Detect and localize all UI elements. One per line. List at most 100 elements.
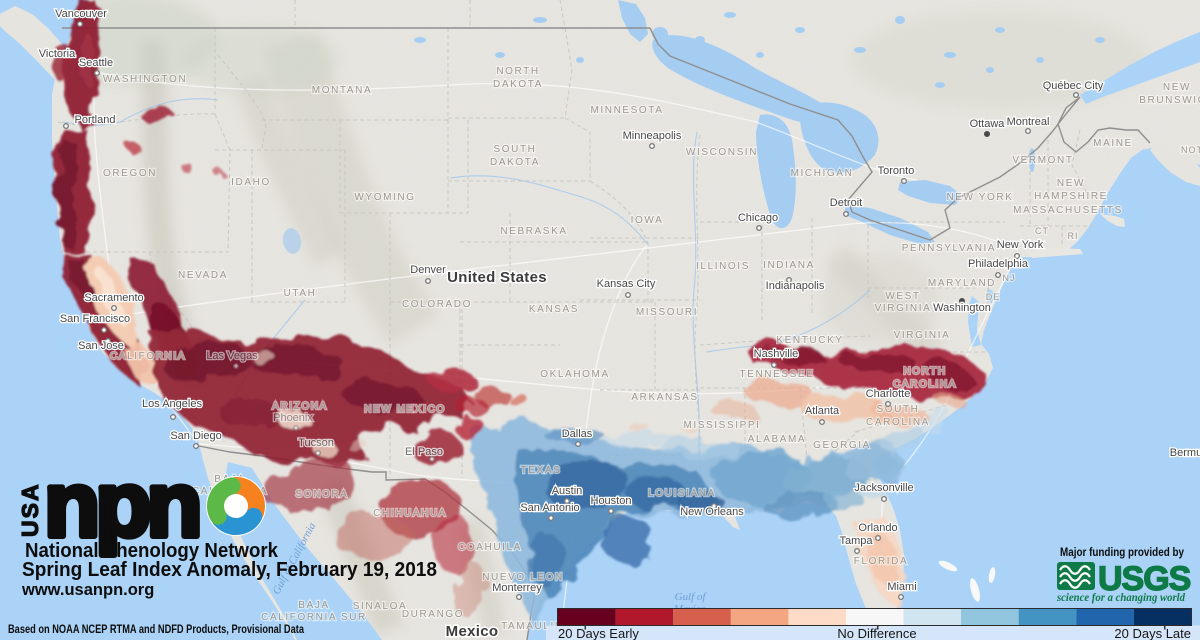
state-label: HAMPSHIRE — [1034, 191, 1108, 202]
state-label: GEORGIA — [813, 440, 871, 451]
city-label: Monterrey — [492, 582, 542, 594]
city-dot — [1014, 252, 1021, 259]
city-label: Vancouver — [55, 8, 107, 20]
city-label: Québec City — [1043, 80, 1104, 92]
state-label: NEVADA — [178, 270, 228, 281]
city: San Antonio — [519, 501, 581, 522]
city-dot — [756, 224, 763, 231]
city-label: Sacramento — [84, 292, 143, 304]
state-label: RI — [1068, 231, 1079, 241]
city-label: Toronto — [878, 165, 915, 177]
city-label: Minneapolis — [623, 130, 682, 142]
city-dot — [898, 594, 905, 601]
water-label: Gulf of — [675, 591, 708, 603]
city-label: Seattle — [79, 57, 113, 69]
state-label: INDIANA — [763, 260, 815, 271]
city-dot — [901, 177, 908, 184]
city: Bermu — [1168, 446, 1200, 461]
city: Washington — [932, 298, 992, 315]
city-dot — [854, 548, 861, 555]
state-label: ALABAMA — [748, 434, 806, 445]
city-label: San Antonio — [520, 502, 579, 514]
city-dot — [564, 498, 571, 505]
usgs-funding-block: Major funding provided by USGS science f… — [1056, 547, 1192, 604]
nova-scotia — [1150, 142, 1200, 186]
country-label: United States — [447, 269, 547, 286]
legend-center-label: No Difference — [837, 626, 916, 640]
city-dot — [232, 363, 239, 370]
state-label: MASSACHUSETTS — [1013, 205, 1123, 216]
city: Ottawa — [968, 117, 1007, 137]
state-label: VERMONT — [1012, 155, 1073, 166]
city-dot — [625, 292, 632, 299]
state-label: WISCONSIN — [686, 147, 758, 158]
state-label: MICHIGAN — [791, 168, 854, 179]
city: San Jose — [77, 338, 125, 353]
legend-label-strip — [546, 625, 1200, 640]
city-label: Los Angeles — [142, 398, 202, 410]
state-label: BRUNSWICK — [1139, 95, 1200, 106]
city-dot — [516, 594, 523, 601]
npn-brand-block: USA npn National Phenology Network Sprin… — [8, 451, 437, 636]
city-dot — [885, 401, 892, 408]
city: Indianapolis — [764, 277, 826, 293]
city: Montreal — [1005, 115, 1051, 134]
state-label: ARKANSAS — [631, 392, 698, 403]
city-dot — [104, 338, 111, 345]
city-label: Denver — [410, 264, 446, 276]
state-label: LOUISIANA — [648, 488, 716, 499]
city: Las Vegas — [205, 349, 259, 370]
long-island — [1028, 248, 1083, 258]
state-label: NUEVO LEON — [482, 572, 564, 583]
city-label: Phoenix — [273, 412, 313, 424]
state-label: SOUTH — [494, 144, 537, 155]
city: Dallas — [560, 427, 594, 448]
city-dot — [293, 425, 300, 432]
city: San Francisco — [59, 312, 131, 334]
state-label: COAHUILA — [458, 542, 522, 553]
city-label: Philadelphia — [968, 258, 1029, 270]
state-label: ARIZONA — [272, 401, 328, 412]
state-label: MISSOURI — [636, 307, 698, 318]
city-dot — [575, 441, 582, 448]
state-label: NEW — [1163, 82, 1191, 93]
legend-swatch — [615, 609, 674, 625]
legend-swatch — [1133, 609, 1192, 625]
state-label: CAROLINA — [893, 379, 957, 390]
state-label: VIRGINIA — [875, 303, 932, 314]
funding-heading: Major funding provided by — [1060, 547, 1185, 559]
city-dot — [771, 362, 778, 369]
legend-color-ramp — [558, 609, 1192, 625]
city: Tampa — [838, 534, 875, 555]
country-label: Mexico — [446, 623, 499, 640]
city: Orlando — [857, 521, 899, 542]
city-dot — [819, 419, 826, 426]
npn-website-link[interactable]: www.usanpn.org — [21, 581, 154, 599]
city: Chicago — [737, 211, 779, 231]
city: Nashville — [752, 347, 800, 369]
state-label: IOWA — [631, 215, 664, 226]
city: Austin — [550, 484, 584, 505]
city-label: Victoria — [39, 48, 76, 60]
state-label: CALIFORNIA SUR — [261, 612, 367, 623]
city: Québec City — [1041, 79, 1105, 98]
city-label: San Francisco — [60, 313, 130, 325]
city-dot — [1072, 91, 1079, 98]
city-dot — [76, 21, 83, 28]
city-label: Dallas — [562, 428, 593, 440]
city-label: San Diego — [170, 430, 221, 442]
legend-swatch — [673, 609, 731, 625]
city-label: Ottawa — [970, 118, 1006, 130]
city: Tucson — [297, 436, 335, 457]
state-label: MARYLAND — [928, 278, 996, 289]
city-dot — [711, 503, 718, 510]
country-labels-layer: United States Mexico — [444, 268, 548, 640]
city-label: Indianapolis — [766, 280, 825, 292]
state-label: BAJA — [298, 600, 329, 611]
state-label: CAROLINA — [866, 417, 930, 428]
npn-swirl-logo — [206, 476, 266, 536]
city-dot — [881, 496, 888, 503]
city: Sacramento — [83, 291, 145, 312]
